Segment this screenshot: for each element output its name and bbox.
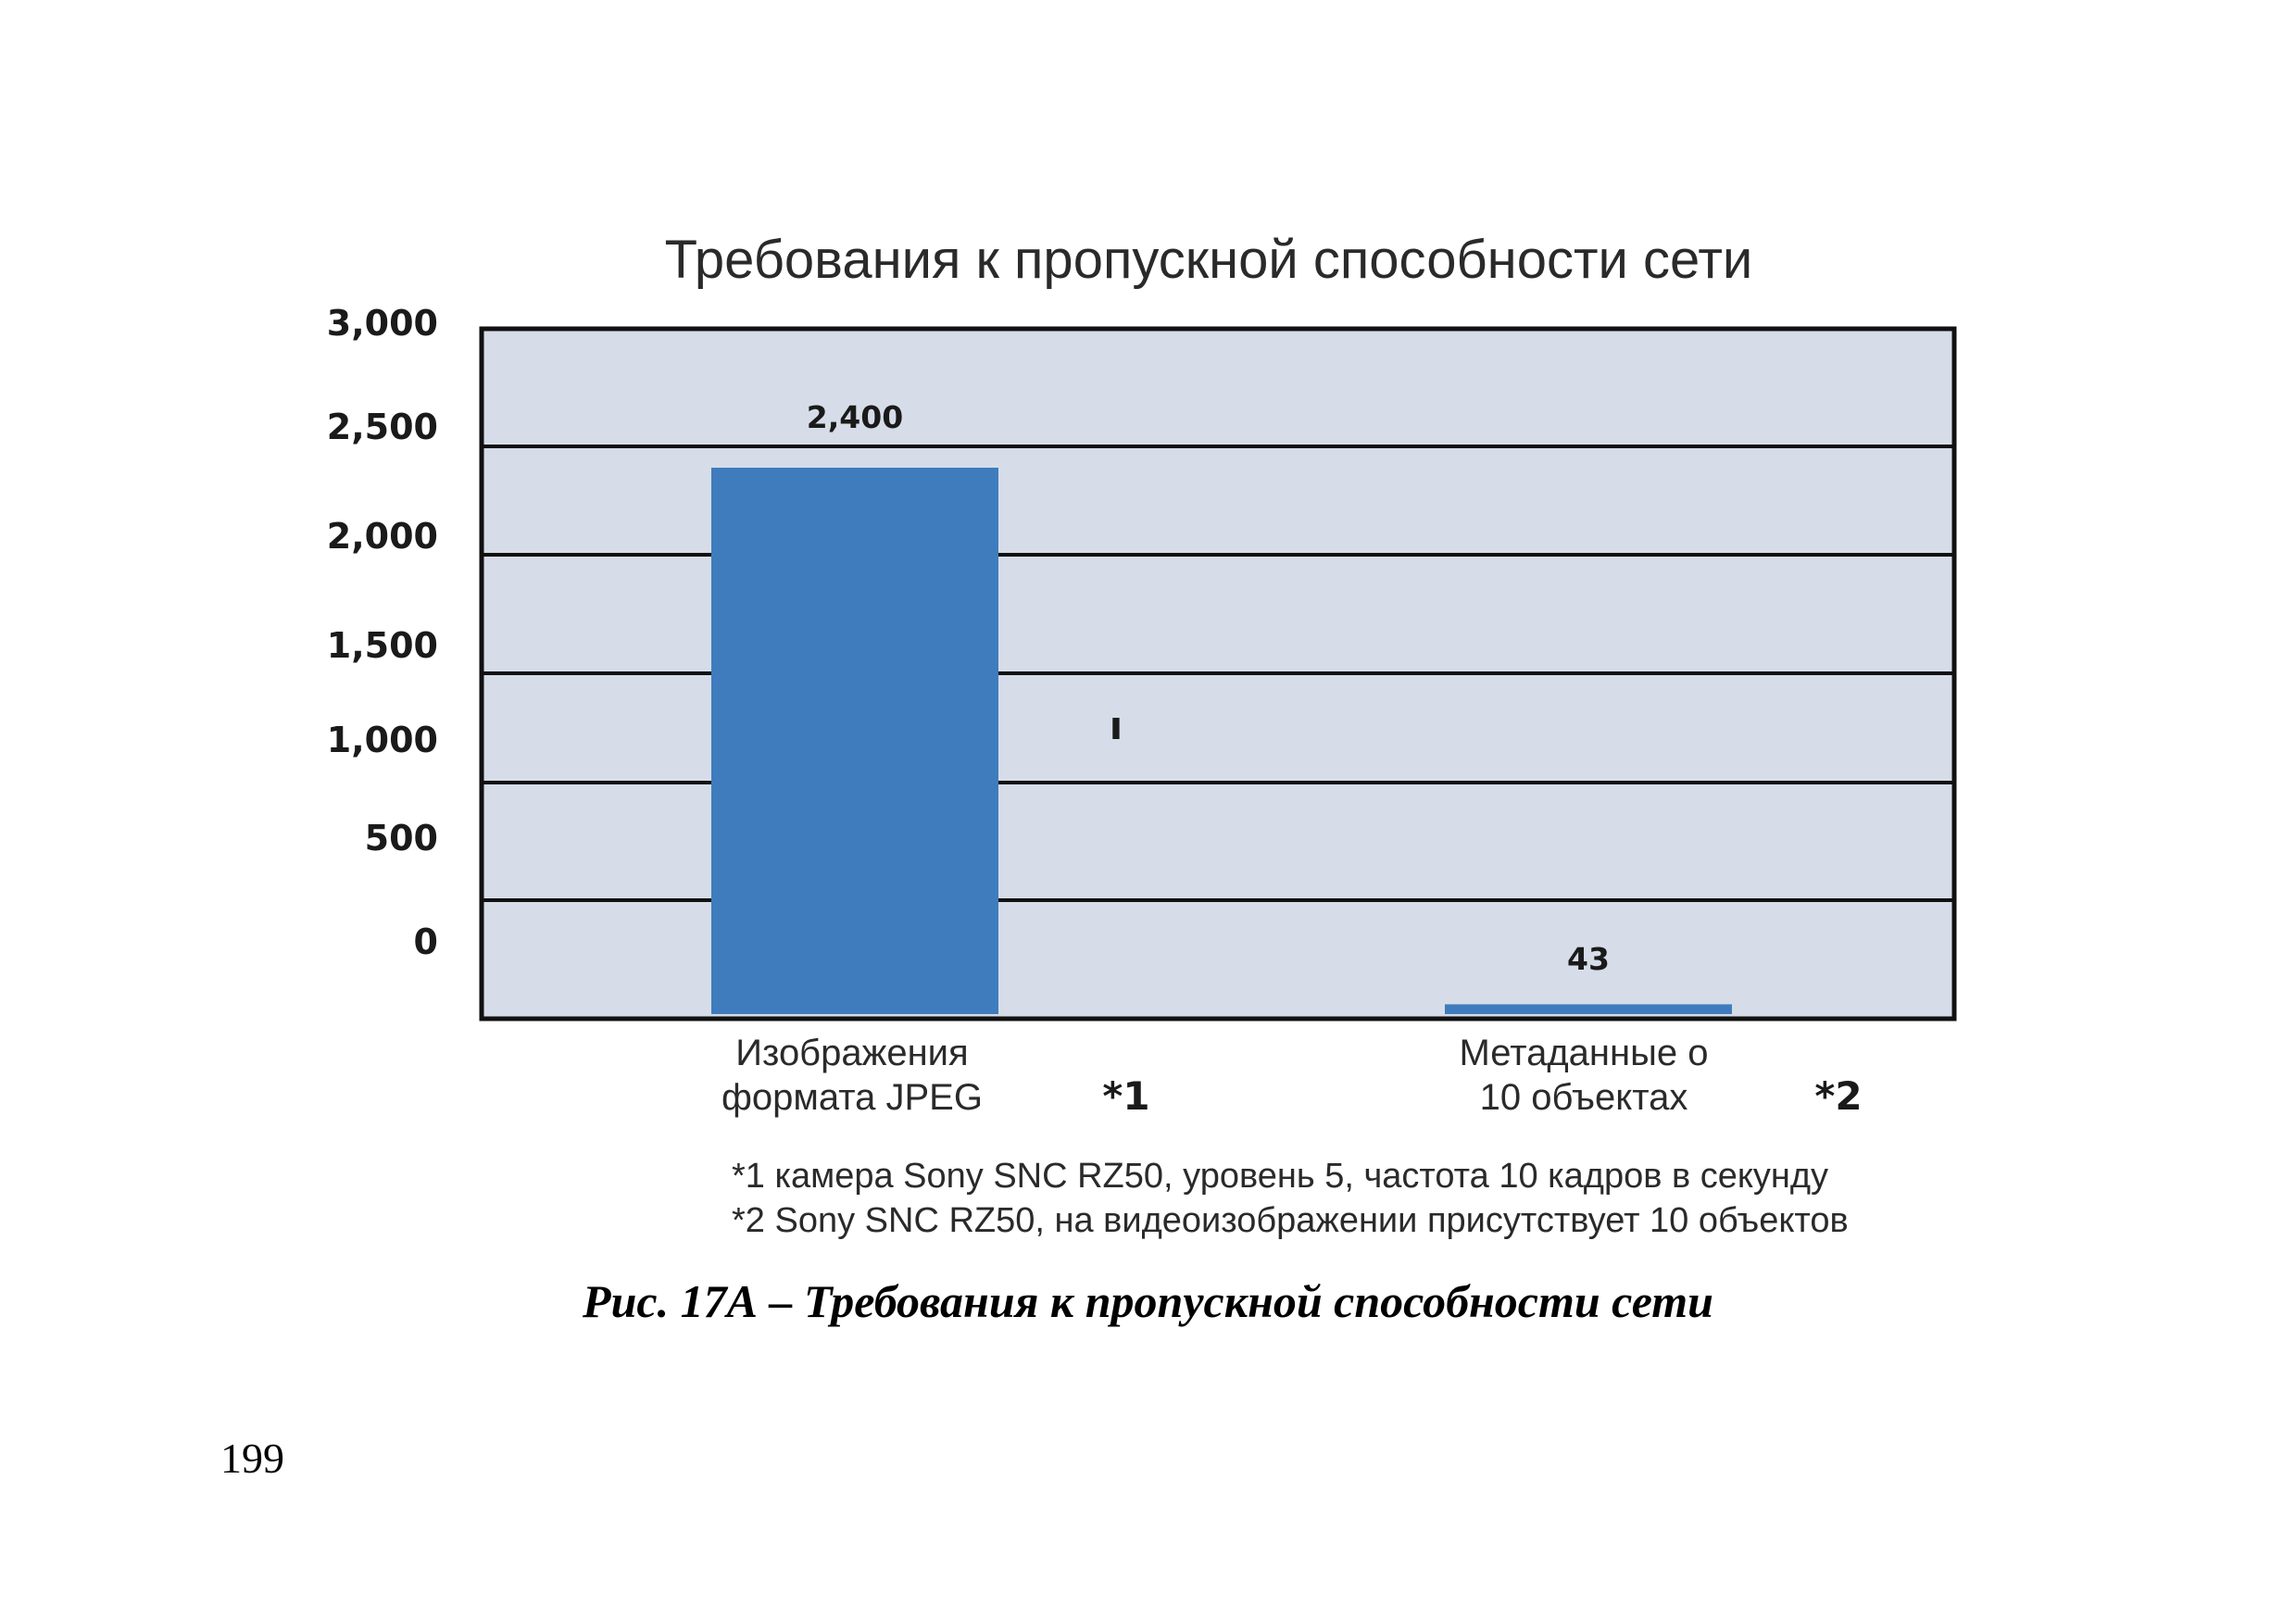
y-tick-label: 1,500 <box>327 625 438 666</box>
category-marker-1: *2 <box>1814 1073 1862 1119</box>
plot-frame <box>479 326 1957 1022</box>
y-tick-label: 2,500 <box>327 407 438 447</box>
bar-1 <box>1445 1004 1732 1014</box>
y-tick-label: 0 <box>414 921 438 962</box>
category-label-0-line-1: формата JPEG <box>721 1077 983 1118</box>
bar-value-label-1: 43 <box>1567 941 1610 977</box>
bar-0 <box>711 468 998 1014</box>
chart-title: Требования к пропускной способности сети <box>665 230 1753 290</box>
category-marker-0: *1 <box>1102 1073 1149 1119</box>
footnote-1: *2 Sony SNC RZ50, на видеоизображении пр… <box>732 1201 1849 1240</box>
marker-between: ı <box>1110 703 1123 748</box>
y-tick-label: 3,000 <box>327 303 438 344</box>
y-tick-label: 500 <box>365 818 438 859</box>
category-label-1-line-1: 10 объектах <box>1480 1077 1688 1118</box>
bar-value-label-0: 2,400 <box>807 399 903 435</box>
footnote-0: *1 камера Sony SNC RZ50, уровень 5, част… <box>732 1157 1828 1196</box>
category-label-1-line-0: Метаданные о <box>1460 1033 1709 1073</box>
figure-caption: Рис. 17А – Требования к пропускной спосо… <box>583 1275 1713 1327</box>
page-number: 199 <box>220 1435 284 1482</box>
y-tick-label: 1,000 <box>327 720 438 760</box>
category-label-0-line-0: Изображения <box>735 1033 968 1073</box>
y-tick-label: 2,000 <box>327 516 438 557</box>
